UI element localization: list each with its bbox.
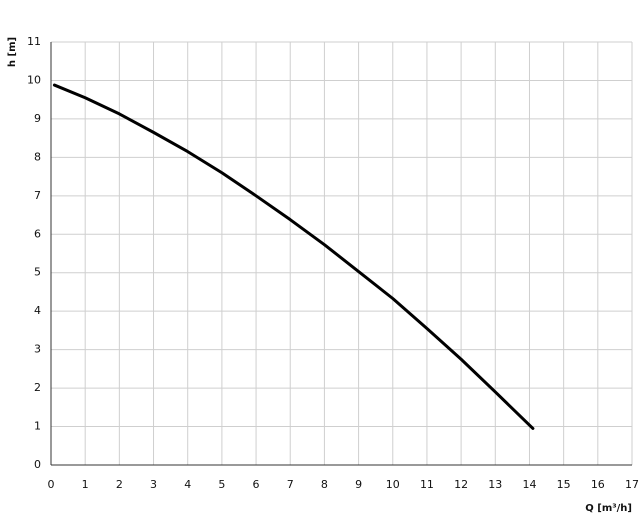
y-tick-label: 4 [34, 304, 41, 317]
y-tick-label: 11 [27, 35, 41, 48]
y-axis-label: h [m] [7, 37, 18, 67]
x-tick-label: 8 [321, 478, 328, 491]
x-tick-label: 0 [48, 478, 55, 491]
x-tick-label: 6 [253, 478, 260, 491]
x-tick-label: 12 [454, 478, 468, 491]
x-tick-label: 11 [420, 478, 434, 491]
curve [52, 83, 535, 430]
x-tick-label: 2 [116, 478, 123, 491]
x-tick-label: 13 [488, 478, 502, 491]
y-tick-label: 3 [34, 343, 41, 356]
x-tick-label: 3 [150, 478, 157, 491]
x-axis-label: Q [m³/h] [585, 503, 632, 514]
x-tick-label: 15 [557, 478, 571, 491]
y-tick-label: 7 [34, 189, 41, 202]
x-tick-label: 7 [287, 478, 294, 491]
x-tick-label: 1 [82, 478, 89, 491]
y-tick-label: 1 [34, 420, 41, 433]
x-tick-label: 17 [625, 478, 639, 491]
x-tick-label: 4 [184, 478, 191, 491]
x-tick-label: 9 [355, 478, 362, 491]
y-tick-label: 2 [34, 381, 41, 394]
y-tick-label: 8 [34, 150, 41, 163]
x-tick-label: 10 [386, 478, 400, 491]
y-tick-label: 6 [34, 227, 41, 240]
y-tick-label: 9 [34, 112, 41, 125]
x-tick-label: 16 [591, 478, 605, 491]
x-tick-label: 5 [218, 478, 225, 491]
y-tick-label: 10 [27, 73, 41, 86]
x-tick-label: 14 [522, 478, 536, 491]
y-tick-label: 5 [34, 266, 41, 279]
y-tick-label: 0 [34, 458, 41, 471]
